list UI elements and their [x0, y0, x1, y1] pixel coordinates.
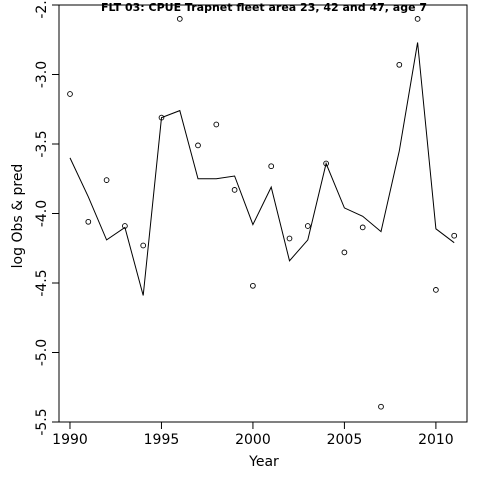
observed-point	[451, 232, 458, 239]
observed-point	[213, 121, 220, 128]
observed-point	[323, 160, 329, 167]
y-axis: -5.5 -5.0 -4.5 -4.0 -3.5 -3.0 -2.5	[34, 0, 59, 436]
chart-title: FLT 03: CPUE Trapnet fleet area 23, 42 a…	[101, 1, 427, 14]
observed-point	[433, 287, 439, 293]
observed-point	[176, 16, 183, 22]
y-tick-label: -3.0	[34, 61, 50, 88]
observed-point	[396, 61, 403, 68]
observed-point	[67, 91, 73, 97]
x-tick-label: 2010	[418, 432, 454, 448]
observed-point	[140, 242, 147, 249]
fitted-line-series	[69, 42, 455, 296]
observed-point	[85, 218, 92, 225]
y-axis-title: log Obs & pred	[10, 164, 26, 269]
x-tick-label: 2005	[327, 432, 363, 448]
y-tick-label: -5.0	[34, 339, 50, 366]
x-tick-label: 1990	[52, 432, 88, 448]
observed-point	[158, 114, 165, 121]
y-tick-label: -5.5	[34, 408, 50, 435]
observed-point	[341, 249, 348, 256]
y-tick-label: -4.0	[34, 200, 50, 227]
observed-point	[231, 187, 238, 193]
observed-point	[359, 224, 366, 231]
observed-point	[103, 177, 110, 183]
x-axis: 1990 1995 2000 2005 2010	[52, 422, 454, 448]
observed-point	[268, 163, 275, 170]
observed-point	[286, 235, 293, 242]
y-tick-label: -4.5	[34, 269, 50, 296]
observed-point	[414, 16, 421, 22]
observed-point	[304, 223, 311, 229]
x-tick-label: 1995	[144, 432, 180, 448]
observed-point	[378, 403, 384, 410]
observed-point	[195, 142, 201, 149]
observed-point	[250, 282, 256, 289]
observed-points-series	[67, 16, 458, 410]
observed-point	[122, 223, 128, 229]
y-tick-label: -3.5	[34, 130, 50, 157]
y-tick-label: -2.5	[34, 0, 50, 19]
plot-frame	[58, 4, 468, 423]
fitted-line	[69, 42, 455, 296]
x-tick-label: 2000	[235, 432, 271, 448]
x-axis-title: Year	[248, 454, 279, 470]
